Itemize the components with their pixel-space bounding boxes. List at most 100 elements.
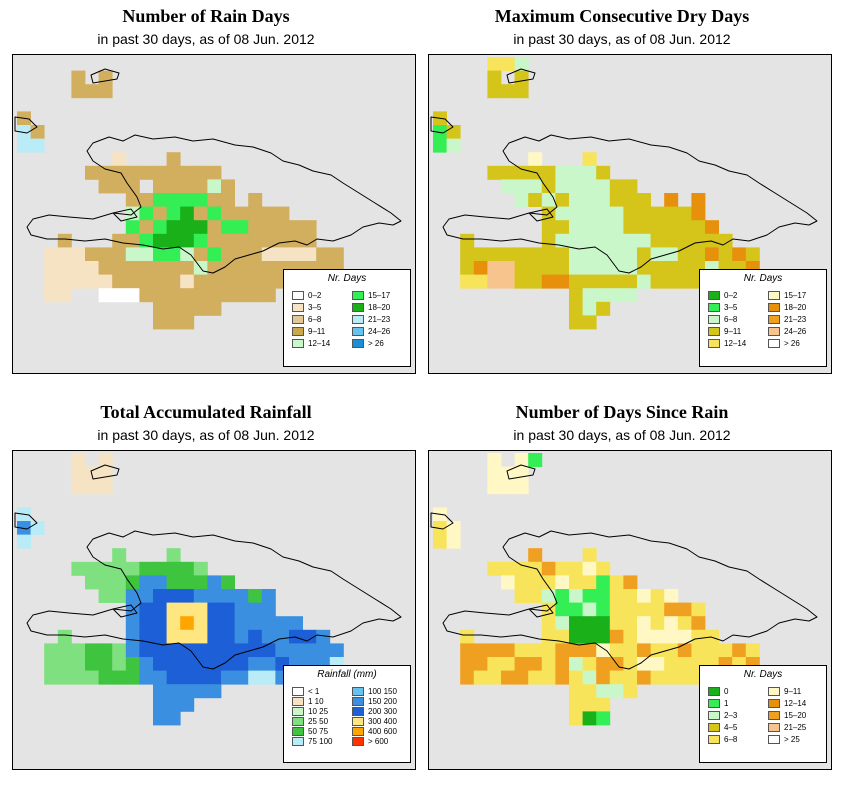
legend-swatch	[768, 723, 780, 732]
grid-cell	[528, 152, 543, 167]
legend-label: 6–8	[308, 315, 322, 324]
grid-cell	[487, 466, 502, 481]
grid-cell	[261, 274, 276, 289]
grid-cell	[473, 670, 488, 685]
grid-cell	[596, 165, 611, 180]
grid-cell	[166, 165, 181, 180]
grid-cell	[112, 247, 127, 262]
grid-cell	[514, 561, 529, 576]
coastline-outline	[26, 134, 402, 274]
grid-cell	[166, 697, 181, 712]
legend-label: 3–5	[308, 303, 322, 312]
grid-cell	[569, 315, 583, 330]
grid-cell	[664, 274, 679, 289]
grid-cell	[85, 575, 99, 590]
grid-cell	[180, 589, 195, 603]
legend-swatch	[708, 339, 720, 348]
grid-cell	[180, 670, 195, 685]
legend-item: > 26	[352, 338, 384, 349]
legend-label: 100 150	[368, 687, 397, 696]
grid-cell	[125, 220, 140, 235]
grid-cell	[289, 616, 303, 631]
grid-cell	[596, 247, 611, 262]
grid-cell	[691, 233, 706, 248]
grid-cell	[30, 125, 45, 139]
grid-cell	[139, 220, 154, 235]
grid-cell	[582, 711, 597, 726]
grid-cell	[180, 220, 195, 235]
grid-cell	[582, 288, 597, 303]
grid-cell	[289, 643, 303, 658]
grid-cell	[569, 274, 583, 289]
legend-label: 1 10	[308, 697, 324, 706]
grid-cell	[596, 274, 611, 289]
grid-cell	[555, 206, 570, 221]
grid-cell	[166, 301, 181, 316]
grid-cell	[514, 247, 529, 262]
grid-cell	[487, 561, 502, 576]
legend-swatch	[292, 707, 304, 716]
grid-cell	[501, 643, 515, 658]
grid-cell	[153, 561, 167, 576]
grid-cell	[221, 602, 235, 617]
grid-cell	[153, 274, 167, 289]
grid-cell	[248, 589, 263, 603]
panel-title: Total Accumulated Rainfall	[100, 402, 312, 422]
grid-cell	[528, 453, 543, 467]
grid-cell	[193, 274, 208, 289]
legend-item: 9–11	[292, 326, 325, 337]
legend-swatch	[708, 303, 720, 312]
legend-item: 25 50	[292, 716, 328, 727]
grid-cell	[677, 670, 692, 685]
grid-cell	[193, 288, 208, 303]
grid-cell	[125, 247, 140, 262]
legend-label: 9–11	[724, 327, 742, 336]
grid-cell	[555, 602, 570, 617]
grid-cell	[487, 657, 502, 671]
grid-cell	[596, 561, 611, 576]
grid-cell	[180, 274, 195, 289]
legend-item: 100 150	[352, 686, 397, 697]
grid-cell	[248, 643, 263, 658]
grid-cell	[139, 288, 154, 303]
grid-cell	[139, 247, 154, 262]
grid-cell	[44, 657, 59, 671]
grid-cell	[609, 670, 624, 685]
grid-cell	[541, 643, 556, 658]
grid-cell	[180, 206, 195, 221]
grid-cell	[180, 643, 195, 658]
grid-cell	[541, 670, 556, 685]
grid-cell	[221, 657, 235, 671]
grid-cell	[582, 575, 597, 590]
island-outline	[506, 68, 536, 84]
legend-title: Nr. Days	[327, 273, 367, 284]
grid-cell	[460, 670, 475, 685]
grid-cell	[623, 179, 638, 194]
grid-cell	[180, 247, 195, 262]
legend-item: 0–2	[292, 290, 321, 301]
grid-cell	[555, 629, 570, 644]
grid-cell	[207, 670, 222, 685]
grid-cell	[112, 548, 127, 563]
grid-cell	[718, 643, 733, 658]
grid-cell	[166, 220, 181, 235]
grid-cell	[541, 261, 556, 275]
grid-cell	[207, 247, 222, 262]
grid-cell	[473, 247, 488, 262]
grid-cell	[541, 179, 556, 194]
grid-cell	[637, 261, 651, 275]
grid-cell	[248, 288, 263, 303]
grid-cell	[569, 206, 583, 221]
grid-cell	[596, 684, 611, 699]
grid-cell	[44, 670, 59, 685]
grid-cell	[501, 165, 515, 180]
legend-swatch	[708, 723, 720, 732]
grid-cell	[623, 288, 638, 303]
legend-item: 9–11	[708, 326, 741, 337]
grid-cell	[166, 670, 181, 685]
grid-cell	[139, 261, 154, 275]
legend-label: 9–11	[308, 327, 326, 336]
legend-title: Nr. Days	[743, 273, 783, 284]
grid-cell	[446, 521, 461, 535]
grid-cell	[569, 589, 583, 603]
